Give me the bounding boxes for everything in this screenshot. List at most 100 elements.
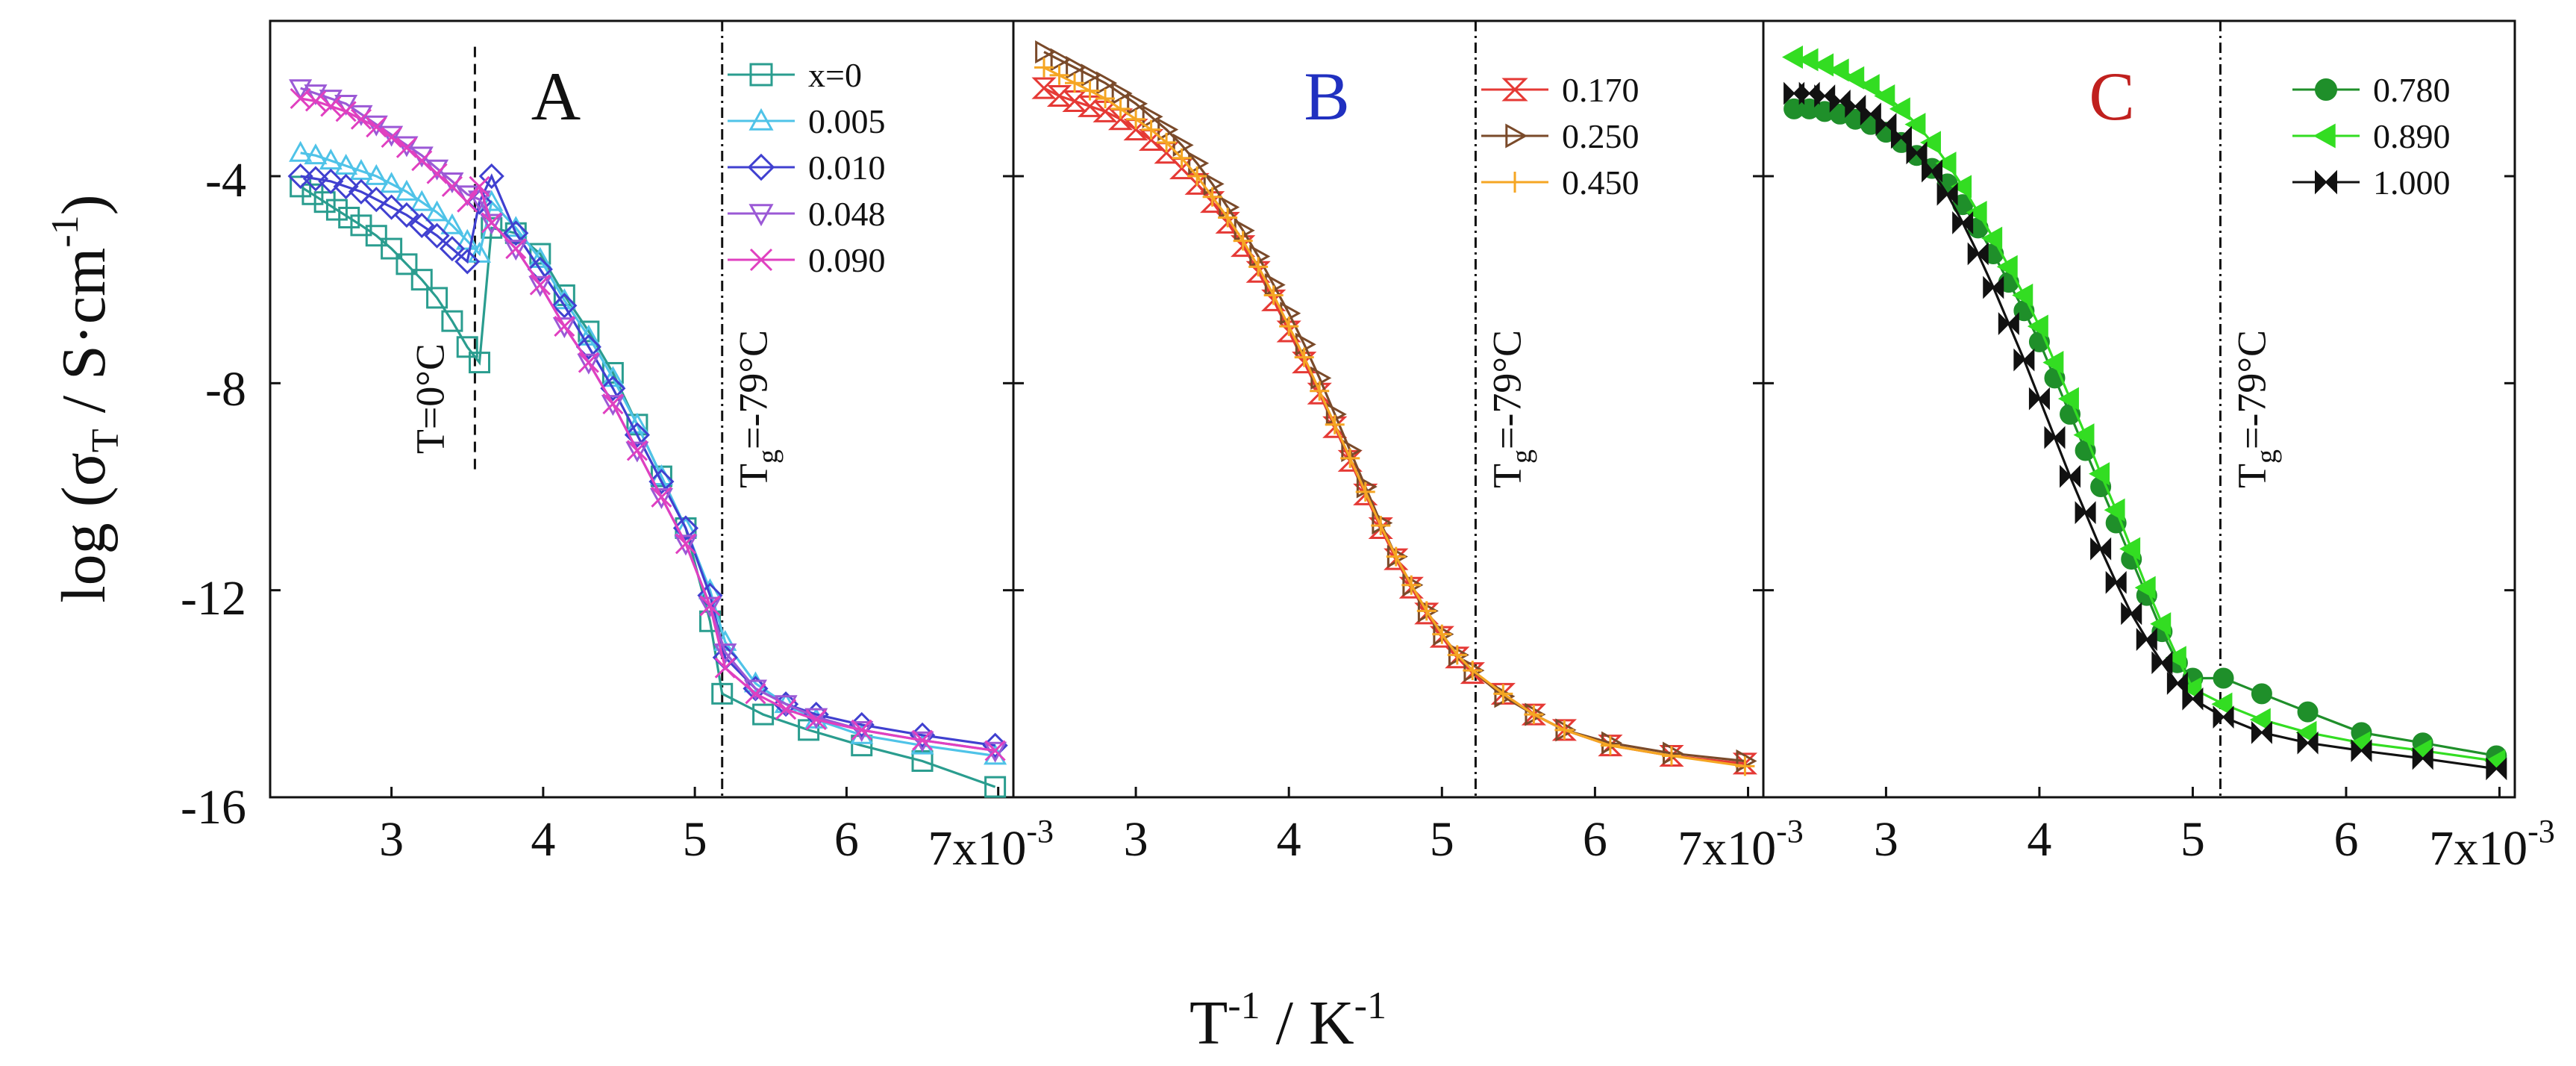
data-point — [1218, 208, 1238, 228]
data-point — [578, 352, 599, 373]
data-point — [505, 238, 527, 260]
data-point — [380, 172, 404, 193]
data-point — [1445, 646, 1470, 669]
data-point — [577, 353, 601, 375]
data-point — [1310, 381, 1330, 401]
data-point — [320, 96, 342, 117]
svg-text:log (σT / S·cm-1): log (σT / S·cm-1) — [44, 194, 127, 602]
data-point — [672, 515, 699, 541]
legend-label: 0.890 — [2373, 117, 2451, 155]
legend-label: 0.780 — [2373, 71, 2451, 109]
series-line — [1043, 51, 1745, 763]
y-tick-label: -8 — [205, 362, 246, 417]
data-point — [1919, 131, 1941, 155]
data-point — [454, 249, 481, 275]
series-0.090 — [290, 87, 1006, 761]
data-point — [674, 534, 698, 556]
data-point — [2213, 705, 2234, 729]
data-point — [335, 101, 357, 122]
data-point — [1981, 226, 2003, 250]
data-point — [1127, 92, 1148, 116]
tg-sub: g — [753, 449, 784, 464]
legend: 0.170 0.250 0.450 — [1481, 71, 1639, 202]
x-multiplier-exp: -3 — [2527, 813, 2555, 850]
data-point — [2251, 720, 2272, 744]
y-axis-title-main: log (σ — [49, 452, 119, 603]
tg-sub: g — [2251, 449, 2282, 464]
x-multiplier-base: 7x10 — [2429, 821, 2527, 876]
x-axis-title-sup2: -1 — [1354, 985, 1387, 1027]
data-point — [775, 699, 797, 720]
series-line — [1043, 87, 1745, 765]
data-point — [1598, 735, 1623, 757]
y-axis-title-sub: T — [84, 428, 127, 452]
data-point — [396, 253, 418, 275]
data-point — [1263, 285, 1284, 305]
data-point — [2089, 462, 2110, 486]
series-line — [300, 152, 995, 758]
data-point — [441, 310, 463, 332]
data-point — [2013, 348, 2035, 372]
data-point — [529, 274, 551, 296]
y-axis-title-close: ) — [49, 194, 119, 215]
legend-label: 0.170 — [1562, 71, 1639, 109]
x-multiplier-label: 7x10-3 — [928, 813, 1054, 876]
data-point — [1922, 159, 1943, 183]
data-point — [481, 212, 502, 234]
data-point — [851, 719, 872, 741]
data-point — [651, 486, 672, 508]
data-point — [1463, 661, 1483, 681]
legend-label: 0.450 — [1562, 163, 1639, 202]
x-multiplier-label: 7x10-3 — [2429, 813, 2555, 876]
data-point — [1797, 48, 1819, 72]
data-point — [1065, 73, 1085, 93]
data-point — [2028, 387, 2050, 411]
panel-label: A — [531, 58, 581, 134]
data-point — [1935, 152, 1957, 175]
data-point — [469, 352, 491, 374]
data-point — [456, 336, 478, 358]
data-point — [409, 212, 435, 238]
y-tick-label: -16 — [181, 780, 246, 835]
series-0.250 — [1035, 40, 1757, 773]
data-point — [1460, 662, 1485, 685]
data-point — [2486, 757, 2507, 781]
data-point — [745, 683, 766, 705]
data-point — [1184, 172, 1210, 195]
data-point — [319, 149, 343, 170]
tg-rest: =-79°C — [731, 330, 776, 449]
data-point — [2134, 576, 2156, 599]
data-point — [699, 595, 721, 617]
data-point — [1049, 65, 1069, 85]
y-tick-label: -12 — [181, 571, 246, 626]
legend-marker — [749, 248, 773, 272]
data-point — [350, 108, 372, 130]
data-point — [1843, 66, 1865, 90]
data-point — [805, 708, 827, 731]
data-point — [2211, 692, 2233, 716]
data-point — [1080, 81, 1100, 101]
data-point — [1845, 94, 1866, 118]
data-point — [1966, 200, 1987, 225]
legend-marker — [1501, 78, 1528, 102]
data-point — [338, 206, 360, 228]
data-point — [480, 190, 504, 211]
data-point — [1340, 448, 1360, 468]
data-point — [378, 194, 404, 220]
x-tick-label: 5 — [1430, 812, 1454, 867]
data-point — [1828, 58, 1849, 82]
series-line — [1793, 55, 2497, 763]
data-point — [319, 90, 343, 111]
data-point — [1172, 148, 1192, 168]
x-tick-label: 4 — [1277, 812, 1301, 867]
data-point — [1035, 40, 1057, 64]
x-multiplier-exp: -3 — [1026, 813, 1054, 850]
data-point — [2136, 628, 2157, 651]
x-axis-title-sup1: -1 — [1228, 985, 1260, 1027]
panel-A: 3 4 5 6 7x10-3 T=0°C Tg=-79°C A x=0 0.005 0.010 0.0… — [269, 19, 1054, 876]
data-point — [1951, 175, 1972, 199]
data-point — [1187, 166, 1207, 186]
data-point — [649, 487, 673, 509]
